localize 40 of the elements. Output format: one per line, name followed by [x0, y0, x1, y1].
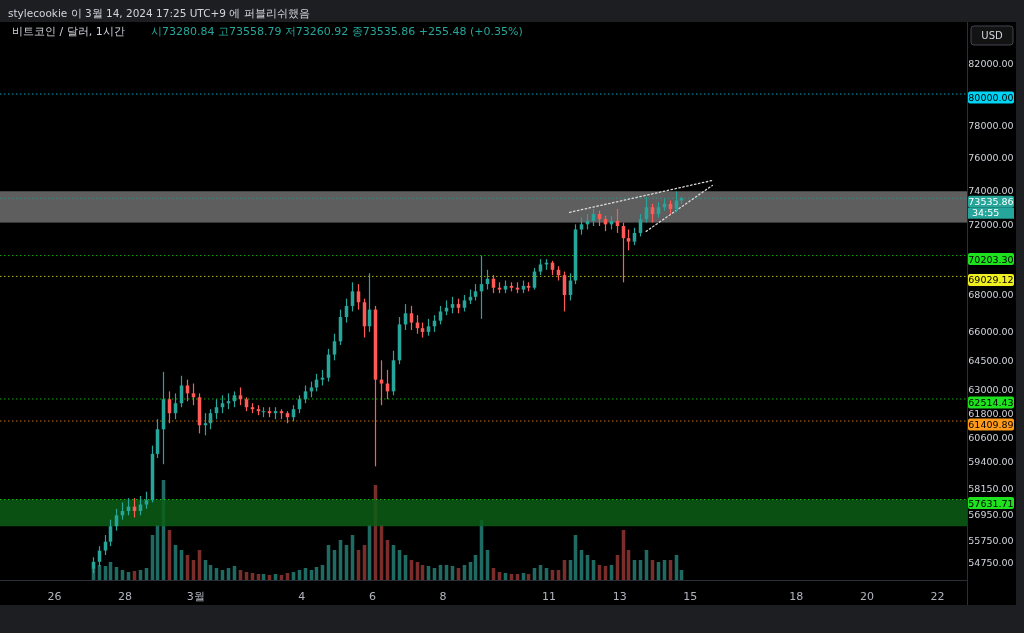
- x-tick-label: 3월: [186, 589, 205, 603]
- y-tick-label: 58150.00: [968, 482, 1014, 494]
- y-tick-label: 76000.00: [968, 151, 1014, 163]
- ref-line-label: 80000.00: [968, 92, 1014, 104]
- y-tick-label: 54750.00: [968, 557, 1014, 569]
- ref-line-label: 61409.89: [968, 419, 1014, 431]
- x-tick-label: 8: [439, 589, 447, 603]
- y-tick-label: 78000.00: [968, 119, 1014, 131]
- x-tick-label: 6: [368, 589, 376, 603]
- text: 34:55: [972, 207, 1000, 219]
- y-tick-label: 66000.00: [968, 326, 1014, 338]
- chart-subtitle: 시73280.84 고73558.79 저73260.92 종73535.86 +255.48 (+0.35%): [150, 25, 523, 38]
- ref-line-label: 62514.43: [968, 396, 1014, 408]
- y-tick-label: 60600.00: [968, 431, 1014, 443]
- y-tick-label: 72000.00: [968, 218, 1014, 230]
- x-tick-label: 11: [542, 589, 556, 603]
- y-tick-label: 59400.00: [968, 456, 1014, 468]
- x-tick-label: 28: [118, 589, 133, 603]
- text: stylecookie 이 3월 14, 2024 17:25 UTC+9 에 퍼블리쉬했음: [8, 6, 310, 19]
- y-tick-label: 56950.00: [968, 508, 1014, 520]
- y-tick-label: 74000.00: [968, 184, 1014, 196]
- x-tick-label: 4: [298, 589, 306, 603]
- x-tick-label: 20: [859, 589, 874, 603]
- chart-title: 비트코인 / 달러, 1시간: [12, 25, 125, 38]
- y-tick-label: 64500.00: [968, 354, 1014, 366]
- x-tick-label: 18: [789, 589, 804, 603]
- x-tick-label: 13: [612, 589, 627, 603]
- x-tick-label: 15: [683, 589, 698, 603]
- ref-line-label: 73535.86: [968, 196, 1014, 208]
- y-tick-label: 82000.00: [968, 57, 1014, 69]
- ref-line-label: 57631.71: [968, 497, 1014, 509]
- x-tick-label: 22: [930, 589, 945, 603]
- y-tick-label: 61800.00: [968, 407, 1014, 419]
- y-axis-title: USD: [981, 30, 1003, 41]
- y-tick-label: 68000.00: [968, 289, 1014, 301]
- y-tick-label: 63000.00: [968, 383, 1014, 395]
- x-tick-label: 26: [47, 589, 62, 603]
- ref-line-label: 70203.30: [968, 253, 1014, 265]
- y-tick-label: 55750.00: [968, 534, 1014, 546]
- ref-line-label: 69029.12: [968, 274, 1014, 286]
